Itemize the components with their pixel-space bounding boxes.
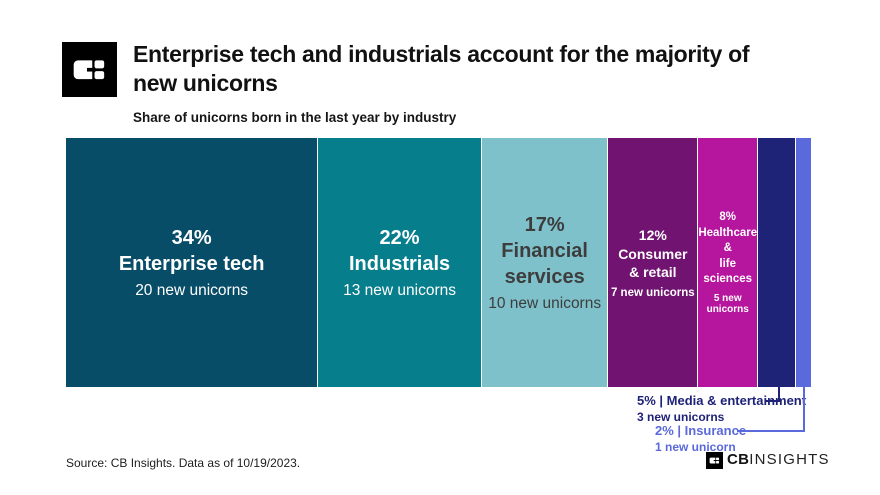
- chart-segment-enterprise-tech: 34% Enterprise tech 20 new unicorns: [66, 138, 318, 387]
- chart-segment-insurance: [796, 138, 812, 387]
- chart-segment-media-entertainment: [758, 138, 796, 387]
- wordmark-cb: CB: [727, 451, 750, 468]
- callout-headline: 5% | Media & entertainment: [637, 393, 807, 408]
- segment-label: 22% Industrials: [348, 227, 451, 275]
- callout-sub: 3 new unicorns: [637, 409, 725, 424]
- cb-insights-logo-icon: [62, 42, 117, 97]
- page-title: Enterprise tech and industrials account …: [133, 41, 750, 97]
- unicorn-share-stacked-bar: 34% Enterprise tech 20 new unicorns 22% …: [66, 138, 812, 387]
- insurance-callout-connector-line: [737, 387, 805, 432]
- callout-sub: 1 new unicorn: [655, 439, 736, 454]
- chart-segment-healthcare-life-sciences: 8% Healthcare & life sciences 5 new unic…: [698, 138, 758, 387]
- wordmark-insights: INSIGHTS: [749, 451, 830, 468]
- chart-segment-financial-services: 17% Financial services 10 new unicorns: [481, 138, 608, 387]
- segment-count: 5 new unicorns: [706, 292, 749, 315]
- segment-label: 34% Enterprise tech: [118, 227, 265, 275]
- media-callout-connector-line: [766, 387, 780, 402]
- chart-segment-consumer-retail: 12% Consumer & retail 7 new unicorns: [608, 138, 698, 387]
- page-subtitle: Share of unicorns born in the last year …: [133, 110, 457, 125]
- segment-label: 17% Financial services: [501, 214, 588, 288]
- segment-count: 7 new unicorns: [610, 287, 695, 300]
- segment-count: 20 new unicorns: [135, 282, 249, 299]
- cb-insights-wordmark: CBINSIGHTS: [706, 451, 830, 469]
- segment-count: 10 new unicorns: [488, 295, 602, 312]
- chart-segment-industrials: 22% Industrials 13 new unicorns: [318, 138, 481, 387]
- segment-count: 13 new unicorns: [343, 282, 456, 299]
- media-entertainment-callout: 5% | Media & entertainment 3 new unicorn…: [637, 393, 806, 424]
- insurance-callout: 2% | Insurance 1 new unicorn: [655, 423, 746, 454]
- callout-headline: 2% | Insurance: [655, 423, 747, 438]
- segment-label: 8% Healthcare & life sciences: [698, 211, 758, 286]
- segment-label: 12% Consumer & retail: [618, 226, 688, 281]
- cb-insights-logo-icon-small: [706, 451, 723, 469]
- source-note: Source: CB Insights. Data as of 10/19/20…: [66, 456, 301, 470]
